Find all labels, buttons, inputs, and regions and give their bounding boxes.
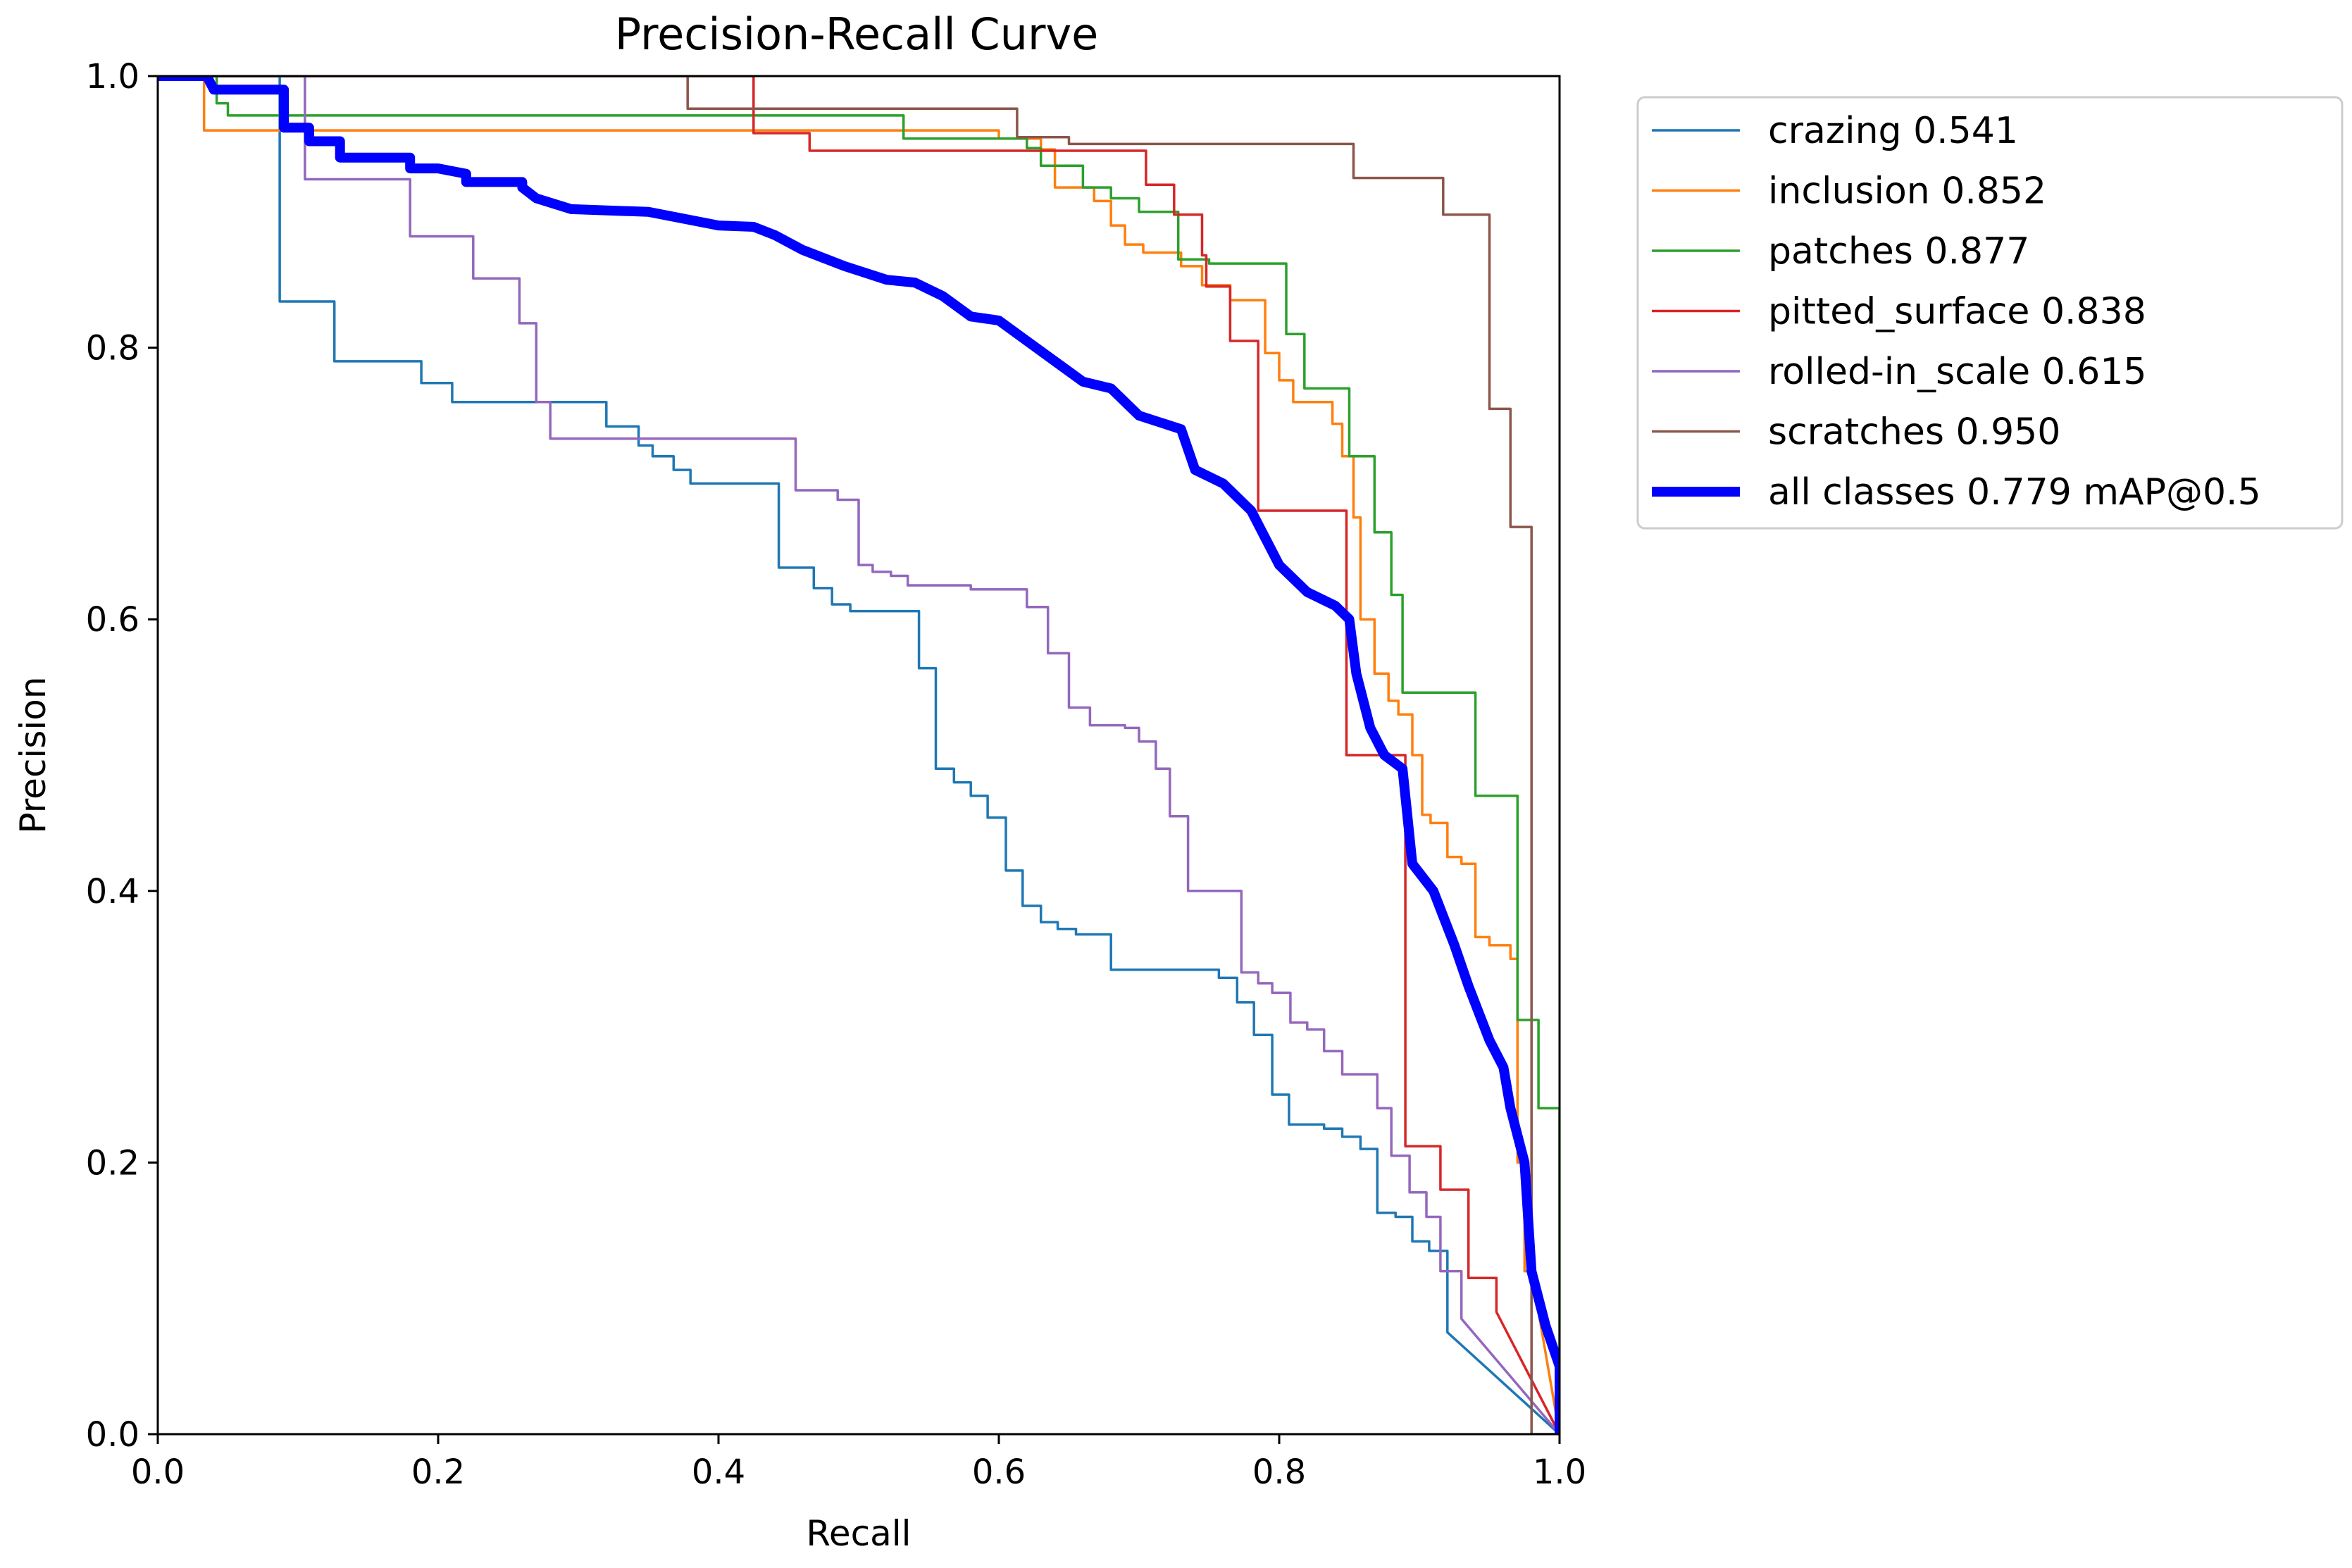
legend-label: rolled-in_scale 0.615	[1768, 351, 2147, 393]
legend-label: inclusion 0.852	[1768, 170, 2046, 213]
y-tick-label: 1.0	[86, 57, 139, 97]
series-line-crazing	[158, 76, 1560, 1434]
y-axis-ticks: 0.0 0.2 0.4 0.6 0.8 1.0	[86, 57, 158, 1455]
legend-label: crazing 0.541	[1768, 110, 2018, 152]
legend-label: scratches 0.950	[1768, 411, 2060, 454]
y-tick-label: 0.2	[86, 1143, 139, 1183]
series-line-rolled-in-scale	[158, 76, 1560, 1434]
chart-title: Precision-Recall Curve	[615, 8, 1099, 60]
x-tick-label: 1.0	[1533, 1452, 1586, 1492]
plot-frame	[156, 75, 1561, 1436]
series-line-scratches	[158, 76, 1560, 1434]
y-tick-label: 0.0	[86, 1415, 139, 1455]
x-tick-label: 0.4	[692, 1452, 745, 1492]
legend-entries: crazing 0.541 inclusion 0.852 patches 0.87…	[1652, 110, 2261, 514]
series-line-pitted-surface	[158, 76, 1560, 1434]
x-tick-label: 0.6	[972, 1452, 1026, 1492]
x-tick-label: 0.8	[1252, 1452, 1306, 1492]
y-tick-label: 0.4	[86, 872, 139, 911]
x-tick-label: 0.0	[131, 1452, 185, 1492]
y-tick-label: 0.8	[86, 329, 139, 368]
y-axis-label: Precision	[13, 676, 54, 833]
series-lines	[158, 76, 1560, 1434]
x-tick-label: 0.2	[411, 1452, 465, 1492]
series-line-patches	[158, 76, 1560, 1434]
x-axis-ticks: 0.0 0.2 0.4 0.6 0.8 1.0	[131, 1434, 1586, 1492]
y-tick-label: 0.6	[86, 600, 139, 640]
legend-label: pitted_surface 0.838	[1768, 291, 2146, 333]
series-line-all-classes	[158, 76, 1560, 1434]
x-axis-label: Recall	[806, 1513, 911, 1554]
series-line-inclusion	[158, 76, 1560, 1434]
legend-label: all classes 0.779 mAP@0.5	[1768, 471, 2261, 514]
legend-label: patches 0.877	[1768, 230, 2029, 273]
legend: crazing 0.541 inclusion 0.852 patches 0.87…	[1636, 96, 2344, 530]
legend-frame	[1636, 96, 2344, 530]
